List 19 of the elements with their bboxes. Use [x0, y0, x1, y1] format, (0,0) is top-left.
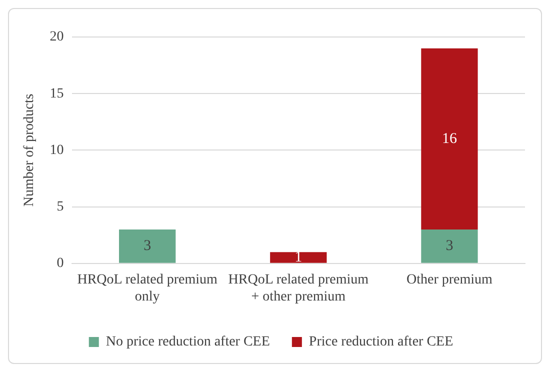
data-label: 16 — [442, 130, 458, 147]
bar — [270, 252, 327, 263]
y-tick-label: 10 — [50, 142, 64, 158]
y-tick-label: 5 — [56, 199, 64, 214]
y-axis-title: Number of products — [22, 94, 38, 207]
bar — [421, 229, 478, 263]
x-tick-label: Other premium — [406, 272, 493, 288]
legend-label: No price reduction after CEE — [106, 334, 270, 350]
bar — [119, 229, 176, 263]
y-tick-label: 15 — [50, 86, 64, 102]
bar — [421, 48, 478, 230]
data-label: 3 — [446, 238, 454, 254]
x-tick-label: HRQoL related premium + other premium — [228, 272, 369, 304]
x-tick-label: HRQoL related premium only — [77, 272, 218, 304]
y-tick-label: 0 — [56, 256, 64, 272]
legend-label: Price reduction after CEE — [308, 334, 454, 350]
data-label: 3 — [144, 238, 152, 254]
data-label: 1 — [294, 249, 302, 266]
y-tick-label: 20 — [50, 30, 64, 45]
